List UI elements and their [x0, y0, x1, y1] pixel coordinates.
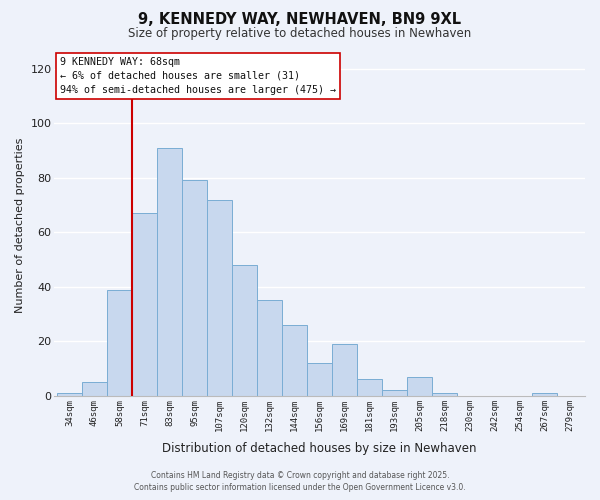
Bar — [382, 390, 407, 396]
X-axis label: Distribution of detached houses by size in Newhaven: Distribution of detached houses by size … — [163, 442, 477, 455]
Bar — [132, 213, 157, 396]
Text: Size of property relative to detached houses in Newhaven: Size of property relative to detached ho… — [128, 28, 472, 40]
Text: Contains HM Land Registry data © Crown copyright and database right 2025.
Contai: Contains HM Land Registry data © Crown c… — [134, 471, 466, 492]
Bar — [357, 380, 382, 396]
Y-axis label: Number of detached properties: Number of detached properties — [15, 138, 25, 313]
Text: 9 KENNEDY WAY: 68sqm
← 6% of detached houses are smaller (31)
94% of semi-detach: 9 KENNEDY WAY: 68sqm ← 6% of detached ho… — [60, 56, 336, 94]
Bar — [257, 300, 282, 396]
Bar — [57, 393, 82, 396]
Bar — [433, 393, 457, 396]
Bar — [207, 200, 232, 396]
Bar — [182, 180, 207, 396]
Bar — [407, 377, 433, 396]
Text: 9, KENNEDY WAY, NEWHAVEN, BN9 9XL: 9, KENNEDY WAY, NEWHAVEN, BN9 9XL — [139, 12, 461, 28]
Bar — [157, 148, 182, 396]
Bar — [532, 393, 557, 396]
Bar — [282, 325, 307, 396]
Bar — [82, 382, 107, 396]
Bar — [107, 290, 132, 396]
Bar — [232, 265, 257, 396]
Bar — [332, 344, 357, 396]
Bar — [307, 363, 332, 396]
